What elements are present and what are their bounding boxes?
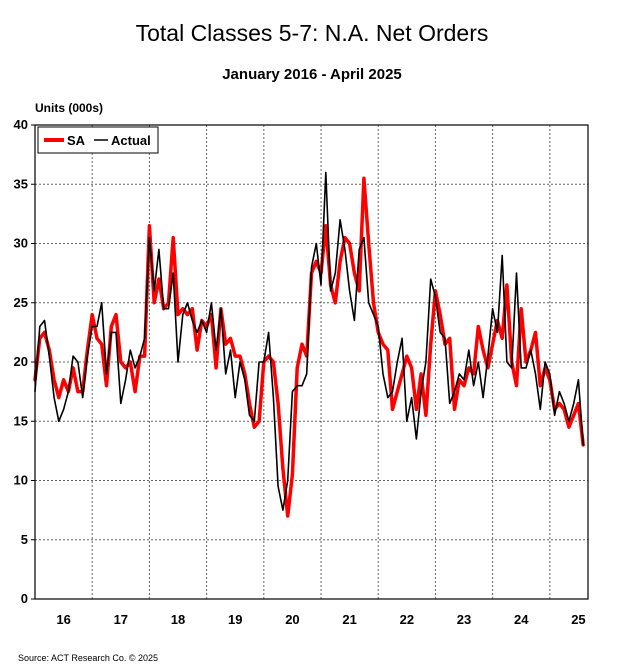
x-tick-label: 23 (457, 612, 471, 627)
y-tick-label: 35 (14, 176, 28, 191)
y-tick-label: 15 (14, 413, 28, 428)
y-tick-label: 25 (14, 295, 28, 310)
chart-subtitle: January 2016 - April 2025 (222, 66, 402, 83)
x-tick-label: 19 (228, 612, 242, 627)
chart-title: Total Classes 5-7: N.A. Net Orders (136, 20, 489, 46)
x-tick-label: 24 (514, 612, 529, 627)
legend-sa-label: SA (67, 133, 86, 148)
x-tick-label: 25 (571, 612, 585, 627)
series-lines (33, 171, 585, 518)
axis-ticks: 0 5 10 15 20 25 30 35 40 16 17 18 19 20 21 22 23 24 25 (14, 117, 586, 627)
x-tick-label: 21 (342, 612, 356, 627)
y-tick-label: 30 (14, 236, 28, 251)
y-tick-label: 5 (21, 532, 28, 547)
plot-area-border (34, 124, 589, 600)
x-tick-label: 16 (56, 612, 70, 627)
y-tick-label: 0 (21, 591, 28, 606)
x-tick-label: 20 (285, 612, 299, 627)
series-line-actual (34, 171, 585, 511)
x-tick-label: 18 (171, 612, 185, 627)
source-note: Source: ACT Research Co. © 2025 (18, 653, 158, 663)
x-tick-label: 17 (114, 612, 128, 627)
x-tick-label: 22 (400, 612, 414, 627)
legend: SA Actual (37, 126, 159, 154)
y-tick-label: 20 (14, 354, 28, 369)
y-tick-label: 40 (14, 117, 28, 132)
y-tick-label: 10 (14, 473, 28, 488)
y-axis-label: Units (000s) (35, 101, 103, 115)
legend-actual-label: Actual (111, 133, 151, 148)
